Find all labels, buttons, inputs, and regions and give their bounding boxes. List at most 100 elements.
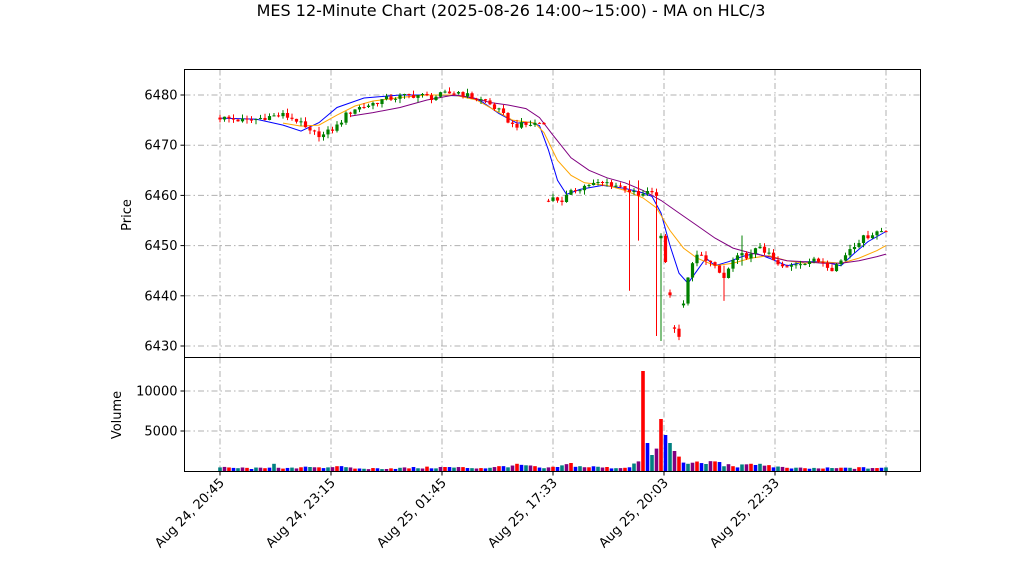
volume-bar	[375, 468, 380, 471]
volume-bar	[447, 467, 452, 471]
volume-bar	[416, 468, 420, 471]
price-axis-label: Price	[120, 199, 135, 231]
candle-body	[353, 109, 357, 114]
candle-body	[357, 106, 362, 110]
x-tick-label: Aug 24, 20:45	[152, 476, 228, 552]
chart-title: MES 12-Minute Chart (2025-08-26 14:00~15…	[257, 1, 766, 20]
volume-bar	[384, 468, 389, 471]
candle-body	[852, 246, 857, 250]
volume-bar	[654, 448, 659, 471]
candle-body	[330, 129, 335, 131]
volume-bar	[776, 466, 780, 471]
volume-bar	[672, 451, 677, 471]
volume-bar	[839, 467, 843, 471]
candle-body	[843, 255, 848, 261]
volume-bar	[321, 468, 326, 471]
volume-axis-label: Volume	[110, 391, 125, 439]
candle-body	[497, 108, 501, 110]
volume-bar	[830, 468, 834, 471]
volume-bar	[857, 467, 861, 471]
volume-bar	[807, 468, 812, 471]
candle-body	[560, 200, 564, 203]
candle-body	[812, 258, 816, 262]
candle-body	[866, 235, 870, 239]
volume-bar	[501, 466, 506, 471]
candle-body	[429, 95, 434, 100]
candle-body	[857, 243, 861, 247]
candle-body	[488, 100, 492, 105]
volume-bar	[231, 467, 236, 471]
candle-body	[609, 182, 614, 187]
volume-bar	[218, 467, 222, 471]
volume-bar	[249, 469, 254, 471]
volume-bar	[735, 467, 740, 471]
volume-bar	[695, 461, 699, 471]
volume-bar	[267, 467, 272, 471]
candle-body	[551, 197, 555, 201]
volume-bar	[434, 468, 438, 471]
volume-bar	[420, 468, 425, 471]
x-tick-label: Aug 25, 22:33	[707, 476, 783, 552]
volume-bar	[749, 463, 753, 471]
candle-body	[848, 249, 852, 256]
candle-body	[744, 253, 749, 259]
candle-body	[425, 93, 429, 96]
price-y-tick-label: 6430	[144, 340, 177, 355]
candle-body	[623, 186, 627, 190]
candle-body	[339, 122, 344, 125]
volume-bar	[623, 467, 627, 471]
candle-body	[258, 117, 263, 119]
volume-bar	[470, 468, 474, 471]
volume-y-ticks: 5000 10000	[136, 385, 185, 440]
candle-body	[240, 118, 245, 122]
volume-bar	[645, 443, 650, 471]
candle-body	[461, 92, 465, 97]
candle-body	[362, 106, 366, 108]
candle-body	[218, 117, 222, 120]
candle-body	[222, 116, 227, 120]
volume-bar	[222, 466, 227, 471]
candle-body	[591, 182, 596, 186]
candle-body	[308, 127, 312, 131]
volume-bar	[812, 467, 816, 471]
candle-body	[483, 99, 488, 101]
volume-bar	[276, 467, 281, 471]
candle-body	[465, 93, 470, 97]
candle-body	[830, 267, 834, 272]
candle-body	[452, 93, 456, 95]
volume-bar	[686, 463, 690, 471]
x-tick-label: Aug 25, 20:03	[596, 476, 672, 552]
candle-body	[708, 260, 713, 263]
candle-body	[776, 260, 780, 265]
x-tick-label: Aug 25, 01:45	[374, 476, 450, 552]
volume-bar	[326, 467, 330, 471]
volume-bar	[762, 465, 767, 471]
candle-body	[650, 190, 654, 193]
volume-bar	[636, 461, 641, 471]
volume-bar	[407, 468, 411, 471]
candle-body	[753, 248, 758, 254]
volume-bar	[708, 461, 713, 471]
volume-y-tick-label: 5000	[144, 425, 177, 440]
volume-bar	[627, 467, 632, 471]
volume-bar	[555, 467, 560, 471]
volume-bar	[456, 467, 461, 471]
volume-bar	[681, 462, 686, 471]
volume-bar	[303, 466, 308, 471]
volume-bar	[632, 463, 636, 471]
volume-bar	[803, 468, 807, 471]
candle-body	[398, 94, 402, 99]
volume-bar	[542, 468, 546, 471]
volume-bar	[479, 468, 483, 471]
candle-body	[749, 253, 753, 259]
volume-bar	[506, 467, 510, 471]
candle-body	[704, 255, 708, 261]
volume-bar	[560, 465, 564, 471]
volume-bar	[717, 462, 722, 471]
candle-body	[681, 303, 686, 306]
volume-bar	[371, 468, 375, 471]
candle-body	[456, 92, 461, 94]
volume-bar	[578, 466, 582, 471]
candle-body	[555, 197, 560, 201]
volume-bar	[564, 464, 569, 471]
